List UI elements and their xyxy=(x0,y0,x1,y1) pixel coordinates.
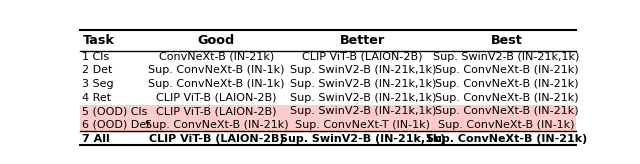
Bar xyxy=(80,118,576,132)
Text: CLIP ViT-B (LAION-2B): CLIP ViT-B (LAION-2B) xyxy=(156,106,276,116)
Bar xyxy=(80,104,576,118)
Text: 5 (OOD) Cls: 5 (OOD) Cls xyxy=(83,106,148,116)
Text: Good: Good xyxy=(198,34,235,47)
Text: Sup. SwinV2-B (IN-21k,1k): Sup. SwinV2-B (IN-21k,1k) xyxy=(289,93,436,103)
Text: CLIP ViT-B (LAION-2B): CLIP ViT-B (LAION-2B) xyxy=(156,93,276,103)
Text: CLIP ViT-B (LAION-2B): CLIP ViT-B (LAION-2B) xyxy=(148,134,284,144)
Text: Sup. SwinV2-B (IN-21k,1k): Sup. SwinV2-B (IN-21k,1k) xyxy=(280,134,445,144)
Text: ConvNeXt-B (IN-21k): ConvNeXt-B (IN-21k) xyxy=(159,52,274,62)
Text: 3 Seg: 3 Seg xyxy=(83,79,114,89)
Text: 2 Det: 2 Det xyxy=(83,65,113,75)
Text: 1 Cls: 1 Cls xyxy=(83,52,109,62)
Text: Sup. ConvNeXt-B (IN-1k): Sup. ConvNeXt-B (IN-1k) xyxy=(148,79,285,89)
Text: CLIP ViT-B (LAION-2B): CLIP ViT-B (LAION-2B) xyxy=(303,52,423,62)
Text: Sup. ConvNeXt-B (IN-21k): Sup. ConvNeXt-B (IN-21k) xyxy=(145,120,288,130)
Text: Sup. SwinV2-B (IN-21k,1k): Sup. SwinV2-B (IN-21k,1k) xyxy=(289,79,436,89)
Text: Sup. ConvNeXt-B (IN-1k): Sup. ConvNeXt-B (IN-1k) xyxy=(148,65,285,75)
Text: Sup. ConvNeXt-B (IN-21k): Sup. ConvNeXt-B (IN-21k) xyxy=(435,79,579,89)
Text: Sup. ConvNeXt-B (IN-21k): Sup. ConvNeXt-B (IN-21k) xyxy=(435,65,579,75)
Text: Best: Best xyxy=(491,34,522,47)
Text: Sup. ConvNeXt-B (IN-21k): Sup. ConvNeXt-B (IN-21k) xyxy=(435,93,579,103)
Text: Sup. ConvNeXt-T (IN-1k): Sup. ConvNeXt-T (IN-1k) xyxy=(295,120,430,130)
Text: 6 (OOD) Det: 6 (OOD) Det xyxy=(83,120,151,130)
Text: Task: Task xyxy=(83,34,115,47)
Text: Sup. ConvNeXt-B (IN-21k): Sup. ConvNeXt-B (IN-21k) xyxy=(435,106,579,116)
Text: 4 Ret: 4 Ret xyxy=(83,93,111,103)
Text: Sup. ConvNeXt-B (IN-1k): Sup. ConvNeXt-B (IN-1k) xyxy=(438,120,575,130)
Text: Better: Better xyxy=(340,34,385,47)
Text: Sup. SwinV2-B (IN-21k,1k): Sup. SwinV2-B (IN-21k,1k) xyxy=(433,52,580,62)
Text: Sup. SwinV2-B (IN-21k,1k): Sup. SwinV2-B (IN-21k,1k) xyxy=(289,106,436,116)
Text: Sup. SwinV2-B (IN-21k,1k): Sup. SwinV2-B (IN-21k,1k) xyxy=(289,65,436,75)
Text: Sup. ConvNeXt-B (IN-21k): Sup. ConvNeXt-B (IN-21k) xyxy=(426,134,587,144)
Text: 7 All: 7 All xyxy=(83,134,110,144)
